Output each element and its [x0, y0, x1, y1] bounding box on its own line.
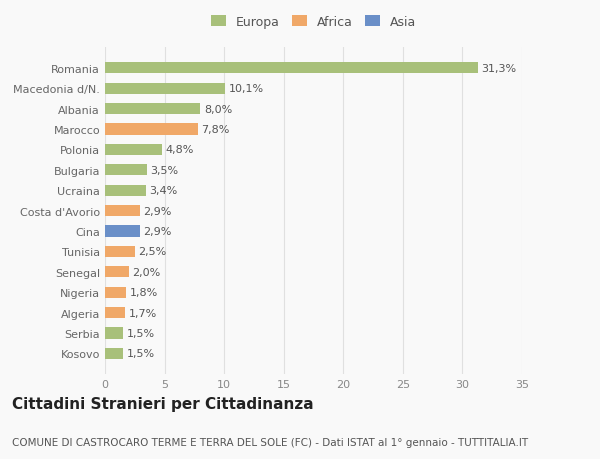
Text: 31,3%: 31,3% [481, 64, 517, 73]
Text: COMUNE DI CASTROCARO TERME E TERRA DEL SOLE (FC) - Dati ISTAT al 1° gennaio - TU: COMUNE DI CASTROCARO TERME E TERRA DEL S… [12, 437, 528, 447]
Bar [105, 145, 162, 156]
Bar [105, 124, 198, 135]
Text: 2,5%: 2,5% [139, 247, 167, 257]
Bar [105, 104, 200, 115]
Bar [105, 287, 127, 298]
Legend: Europa, Africa, Asia: Europa, Africa, Asia [207, 12, 420, 33]
Bar [105, 328, 123, 339]
Bar [105, 226, 140, 237]
Bar [105, 63, 478, 74]
Text: 3,4%: 3,4% [149, 186, 178, 196]
Text: 8,0%: 8,0% [204, 104, 232, 114]
Text: 10,1%: 10,1% [229, 84, 264, 94]
Bar [105, 165, 147, 176]
Text: 1,5%: 1,5% [127, 349, 155, 358]
Text: 1,7%: 1,7% [129, 308, 157, 318]
Bar [105, 185, 146, 196]
Text: 3,5%: 3,5% [150, 165, 178, 175]
Bar [105, 267, 129, 278]
Text: 2,9%: 2,9% [143, 206, 172, 216]
Bar [105, 84, 226, 95]
Text: 4,8%: 4,8% [166, 145, 194, 155]
Text: 7,8%: 7,8% [202, 125, 230, 134]
Text: 2,0%: 2,0% [133, 267, 161, 277]
Bar [105, 246, 135, 257]
Text: Cittadini Stranieri per Cittadinanza: Cittadini Stranieri per Cittadinanza [12, 397, 314, 412]
Text: 2,9%: 2,9% [143, 226, 172, 236]
Text: 1,5%: 1,5% [127, 328, 155, 338]
Bar [105, 308, 125, 319]
Bar [105, 206, 140, 217]
Bar [105, 348, 123, 359]
Text: 1,8%: 1,8% [130, 288, 158, 297]
